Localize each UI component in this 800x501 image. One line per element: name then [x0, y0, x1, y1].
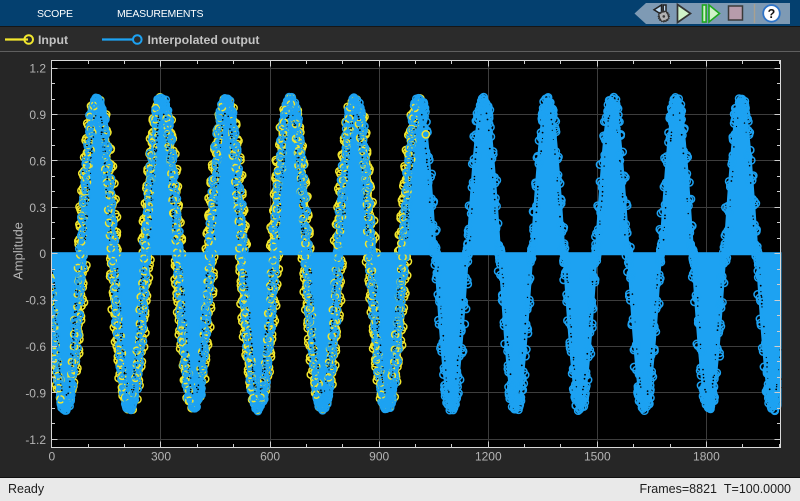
svg-text:0: 0 [49, 450, 56, 464]
svg-text:-0.3: -0.3 [25, 294, 46, 308]
svg-text:-1.2: -1.2 [25, 433, 46, 447]
svg-text:-0.6: -0.6 [25, 340, 46, 354]
svg-text:900: 900 [369, 450, 389, 464]
svg-text:300: 300 [151, 450, 171, 464]
svg-text:1800: 1800 [693, 450, 720, 464]
svg-text:1200: 1200 [475, 450, 502, 464]
svg-text:0: 0 [39, 247, 46, 261]
svg-text:600: 600 [260, 450, 280, 464]
svg-text:?: ? [768, 7, 776, 21]
svg-text:Amplitude: Amplitude [11, 222, 26, 280]
svg-text:-0.9: -0.9 [25, 386, 46, 400]
svg-text:1.2: 1.2 [29, 62, 46, 76]
svg-text:1500: 1500 [584, 450, 611, 464]
svg-text:0.6: 0.6 [29, 154, 46, 168]
svg-text:0.9: 0.9 [29, 108, 46, 122]
svg-text:0.3: 0.3 [29, 201, 46, 215]
